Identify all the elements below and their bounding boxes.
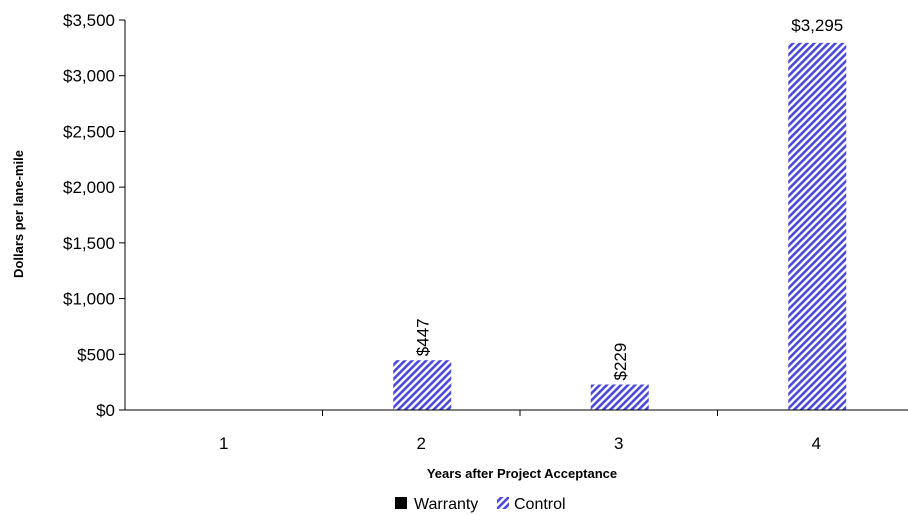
- legend: Warranty Control: [395, 496, 566, 513]
- y-tick-label: $0: [96, 401, 115, 420]
- y-tick-label: $2,000: [63, 178, 115, 197]
- legend-swatch-warranty: [395, 497, 407, 509]
- y-tick-label: $500: [77, 345, 115, 364]
- y-axis-title: Dollars per lane-mile: [11, 150, 26, 278]
- bar-control: [590, 384, 649, 410]
- x-tick-label: 1: [219, 434, 228, 453]
- y-tick-label: $3,000: [63, 67, 115, 86]
- data-label: $3,295: [791, 16, 843, 35]
- x-axis-ticks: 1 2 3 4: [219, 410, 821, 453]
- data-label: $229: [611, 343, 630, 381]
- y-tick-label: $1,500: [63, 234, 115, 253]
- bar-control: [788, 42, 847, 410]
- x-tick-label: 2: [417, 434, 426, 453]
- bars: [393, 42, 847, 410]
- y-axis-ticks: $0 $500 $1,000 $1,500 $2,000 $2,500 $3,000 $3,5…: [63, 11, 125, 420]
- data-label: $447: [413, 318, 432, 356]
- legend-label-control: Control: [514, 496, 566, 513]
- y-tick-label: $1,000: [63, 290, 115, 309]
- data-labels: $447 $229 $3,295: [413, 16, 843, 381]
- legend-swatch-control: [497, 497, 509, 509]
- x-tick-label: 4: [812, 434, 821, 453]
- x-tick-label: 3: [614, 434, 623, 453]
- legend-label-warranty: Warranty: [414, 496, 478, 513]
- y-tick-label: $2,500: [63, 122, 115, 141]
- bar-control: [393, 360, 452, 410]
- y-tick-label: $3,500: [63, 11, 115, 30]
- x-axis-title: Years after Project Acceptance: [427, 466, 617, 481]
